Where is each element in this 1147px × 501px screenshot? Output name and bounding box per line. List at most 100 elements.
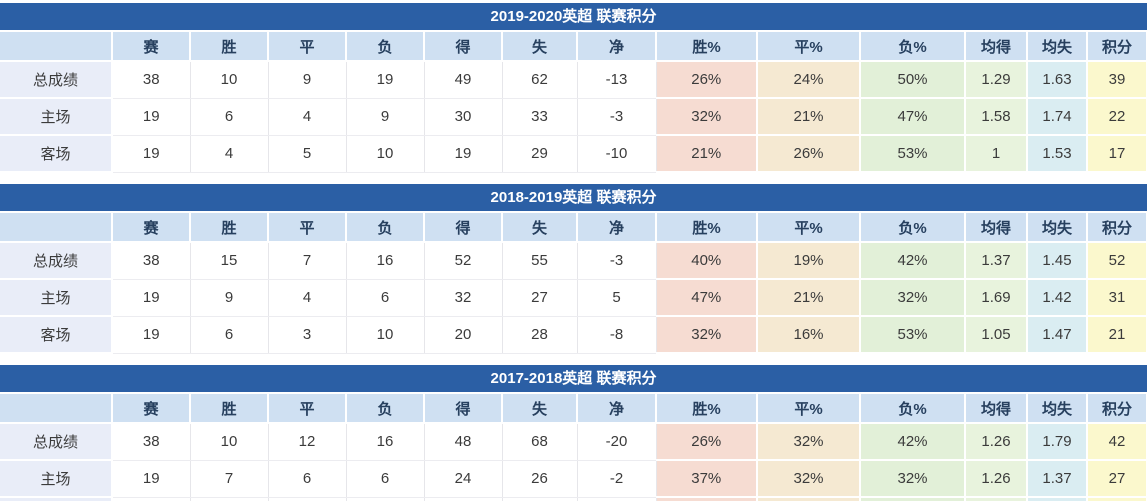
cell-loss-pct: 53% (860, 497, 966, 501)
col-header-win-pct: 胜% (656, 30, 758, 62)
row-label: 客场 (0, 135, 113, 173)
cell-loss-pct: 53% (860, 316, 966, 354)
cell-losses: 6 (346, 460, 425, 498)
table-title: 2018-2019英超 联赛积分 (490, 189, 657, 206)
col-header-blank (0, 30, 113, 62)
cell-goal-diff: -2 (577, 460, 657, 498)
cell-avg-goals-against: 1.63 (1027, 61, 1088, 99)
cell-goals-for: 24 (424, 497, 503, 501)
cell-draw-pct: 32% (757, 423, 861, 461)
col-header-avg-goals-against: 均失 (1027, 392, 1088, 424)
cell-avg-goals-for: 1.26 (965, 460, 1028, 498)
cell-avg-goals-against: 1.42 (1027, 279, 1088, 317)
table-row-away: 客场 19 3 6 10 24 42 -18 16% 32% 53% 1.26 … (0, 497, 1147, 501)
cell-avg-goals-for: 1.26 (965, 497, 1028, 501)
cell-matches: 19 (112, 279, 191, 317)
cell-win-pct: 26% (656, 423, 758, 461)
table-row-total: 总成绩 38 10 9 19 49 62 -13 26% 24% 50% 1.2… (0, 61, 1147, 99)
cell-draw-pct: 21% (757, 279, 861, 317)
cell-matches: 38 (112, 61, 191, 99)
cell-goals-against: 28 (502, 316, 578, 354)
col-header-losses: 负 (346, 211, 425, 243)
col-header-draws: 平 (268, 392, 347, 424)
col-header-loss-pct: 负% (860, 30, 966, 62)
cell-draw-pct: 24% (757, 61, 861, 99)
cell-goals-against: 29 (502, 135, 578, 173)
cell-losses: 16 (346, 423, 425, 461)
cell-avg-goals-against: 1.74 (1027, 98, 1088, 136)
col-header-avg-goals-for: 均得 (965, 392, 1028, 424)
col-header-avg-goals-for: 均得 (965, 211, 1028, 243)
cell-avg-goals-against: 1.45 (1027, 242, 1088, 280)
col-header-wins: 胜 (190, 211, 269, 243)
season-table-2018-2019: 2018-2019英超 联赛积分 赛 胜 平 负 得 失 净 胜% (0, 184, 1147, 354)
cell-goal-diff: -8 (577, 316, 657, 354)
cell-wins: 6 (190, 316, 269, 354)
cell-goal-diff: -13 (577, 61, 657, 99)
cell-goal-diff: -3 (577, 242, 657, 280)
cell-draws: 4 (268, 98, 347, 136)
cell-draws: 12 (268, 423, 347, 461)
cell-goals-against: 68 (502, 423, 578, 461)
cell-goal-diff: 5 (577, 279, 657, 317)
cell-losses: 10 (346, 497, 425, 501)
cell-goals-against: 62 (502, 61, 578, 99)
cell-goals-for: 19 (424, 135, 503, 173)
cell-goals-for: 20 (424, 316, 503, 354)
table-title-bar: 2019-2020英超 联赛积分 (0, 3, 1147, 30)
cell-avg-goals-against: 2.21 (1027, 497, 1088, 501)
col-header-goal-diff: 净 (577, 392, 657, 424)
cell-avg-goals-against: 1.79 (1027, 423, 1088, 461)
cell-avg-goals-for: 1.26 (965, 423, 1028, 461)
col-header-goal-diff: 净 (577, 211, 657, 243)
cell-draws: 9 (268, 61, 347, 99)
cell-points: 17 (1087, 135, 1147, 173)
table-title-bar: 2017-2018英超 联赛积分 (0, 365, 1147, 392)
cell-win-pct: 21% (656, 135, 758, 173)
cell-points: 52 (1087, 242, 1147, 280)
header-row: 赛 胜 平 负 得 失 净 胜% 平% 负% 均得 均失 积分 (0, 30, 1147, 62)
cell-draw-pct: 21% (757, 98, 861, 136)
cell-loss-pct: 32% (860, 460, 966, 498)
cell-avg-goals-for: 1 (965, 135, 1028, 173)
cell-points: 22 (1087, 98, 1147, 136)
col-header-blank (0, 211, 113, 243)
row-label: 总成绩 (0, 61, 113, 99)
cell-avg-goals-for: 1.69 (965, 279, 1028, 317)
cell-draws: 4 (268, 279, 347, 317)
col-header-goals-against: 失 (502, 392, 578, 424)
season-table-2019-2020: 2019-2020英超 联赛积分 赛 胜 平 负 得 失 净 胜% (0, 3, 1147, 173)
row-label: 客场 (0, 316, 113, 354)
cell-goals-for: 49 (424, 61, 503, 99)
cell-goals-against: 33 (502, 98, 578, 136)
col-header-avg-goals-for: 均得 (965, 30, 1028, 62)
col-header-goals-for: 得 (424, 30, 503, 62)
col-header-draws: 平 (268, 211, 347, 243)
cell-draw-pct: 32% (757, 460, 861, 498)
cell-loss-pct: 50% (860, 61, 966, 99)
table-title: 2019-2020英超 联赛积分 (490, 8, 657, 25)
col-header-draw-pct: 平% (757, 392, 861, 424)
col-header-loss-pct: 负% (860, 392, 966, 424)
cell-losses: 19 (346, 61, 425, 99)
cell-goals-against: 55 (502, 242, 578, 280)
cell-draws: 3 (268, 316, 347, 354)
col-header-matches: 赛 (112, 30, 191, 62)
table-row-total: 总成绩 38 15 7 16 52 55 -3 40% 19% 42% 1.37… (0, 242, 1147, 280)
col-header-loss-pct: 负% (860, 211, 966, 243)
table-row-away: 客场 19 4 5 10 19 29 -10 21% 26% 53% 1 1.5… (0, 135, 1147, 173)
table-row-home: 主场 19 9 4 6 32 27 5 47% 21% 32% 1.69 1.4… (0, 279, 1147, 317)
cell-goals-for: 24 (424, 460, 503, 498)
row-label: 总成绩 (0, 423, 113, 461)
cell-win-pct: 16% (656, 497, 758, 501)
cell-matches: 19 (112, 98, 191, 136)
cell-win-pct: 40% (656, 242, 758, 280)
cell-matches: 38 (112, 423, 191, 461)
cell-goal-diff: -10 (577, 135, 657, 173)
col-header-matches: 赛 (112, 211, 191, 243)
row-label: 主场 (0, 98, 113, 136)
cell-draw-pct: 26% (757, 135, 861, 173)
stats-table: 赛 胜 平 负 得 失 净 胜% 平% 负% 均得 均失 积分 总成绩 (0, 211, 1147, 354)
cell-wins: 10 (190, 423, 269, 461)
table-title-bar: 2018-2019英超 联赛积分 (0, 184, 1147, 211)
